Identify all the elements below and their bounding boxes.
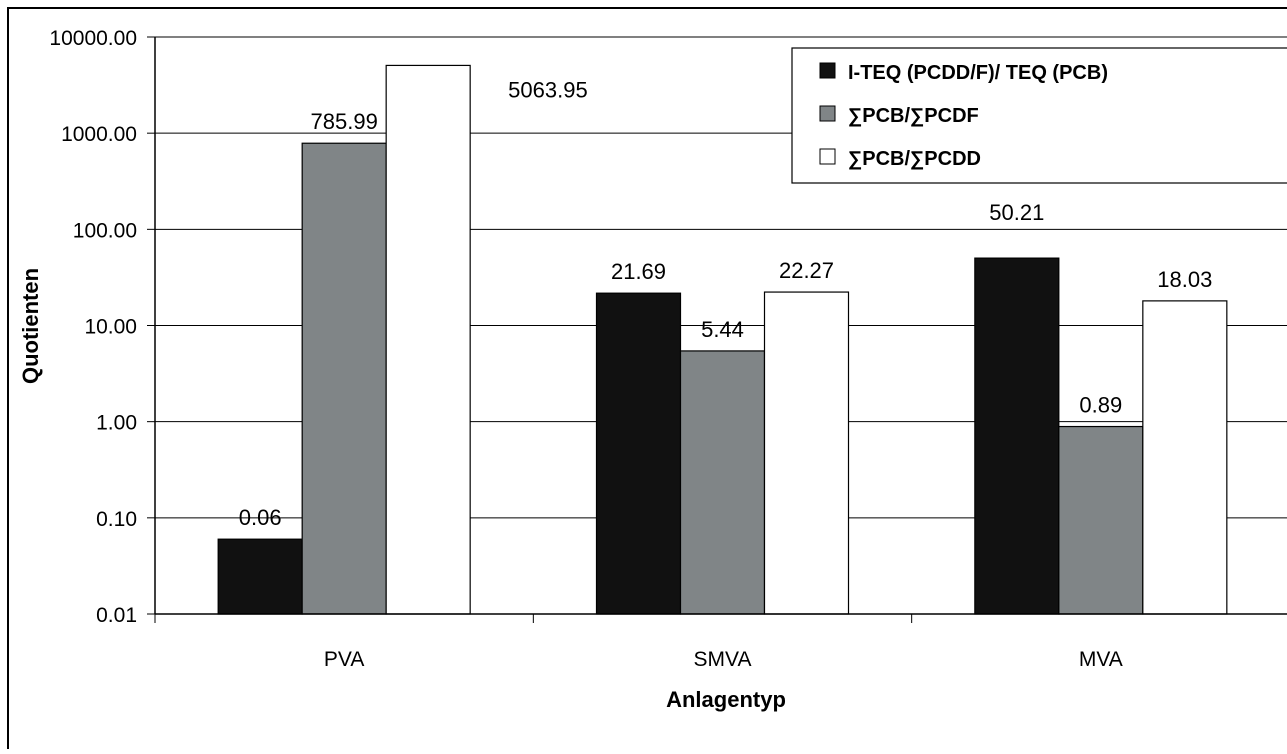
bar <box>974 257 1060 615</box>
y-tick-label: 1000.00 <box>61 123 137 146</box>
y-tick-label: 1.00 <box>96 412 137 435</box>
x-axis-title: Anlagentyp <box>666 687 786 712</box>
y-tick-label: 10.00 <box>84 316 137 339</box>
data-label: 18.03 <box>1157 267 1212 292</box>
y-tick-label: 0.10 <box>96 508 137 531</box>
legend-box <box>791 47 1287 184</box>
y-tick-label: 0.01 <box>96 604 137 627</box>
data-label: 785.99 <box>311 109 378 134</box>
bar <box>679 350 766 615</box>
legend: I-TEQ (PCDD/F)/ TEQ (PCB) ∑PCB/∑PCDF ∑PCB/… <box>791 47 1287 184</box>
legend-label: ∑PCB/∑PCDF <box>848 105 979 127</box>
x-tick-label: SMVA <box>694 648 752 671</box>
data-label: 22.27 <box>779 258 834 283</box>
bar <box>1142 300 1228 615</box>
bar <box>763 291 850 615</box>
bar <box>301 142 387 615</box>
data-labels: 0.06 785.99 5063.95 21.69 5.44 22.27 50.21 0.89… <box>239 77 1213 530</box>
data-label: 0.89 <box>1079 393 1122 418</box>
axes: 10000.00 1000.00 100.00 10.00 1.00 0.10 0.01 PV… <box>49 27 1287 671</box>
data-label: 5.44 <box>701 317 744 342</box>
data-label: 5063.95 <box>508 77 588 102</box>
x-tick-label: MVA <box>1079 648 1123 671</box>
x-tick-label: PVA <box>324 648 364 671</box>
legend-swatch <box>819 105 836 122</box>
y-tick-label: 10000.00 <box>49 27 137 50</box>
bars <box>217 64 1228 615</box>
bar <box>385 64 471 615</box>
bar <box>595 292 682 615</box>
data-label: 50.21 <box>989 200 1044 225</box>
legend-label: I-TEQ (PCDD/F)/ TEQ (PCB) <box>848 62 1108 84</box>
legend-label: ∑PCB/∑PCDD <box>848 148 981 170</box>
bar <box>1058 425 1144 615</box>
legend-swatch <box>819 148 836 165</box>
legend-swatch <box>819 62 836 79</box>
data-label: 21.69 <box>611 259 666 284</box>
data-label: 0.06 <box>239 505 282 530</box>
y-tick-label: 100.00 <box>73 219 137 242</box>
y-axis-title: Quotienten <box>18 268 43 384</box>
bar <box>217 538 303 615</box>
